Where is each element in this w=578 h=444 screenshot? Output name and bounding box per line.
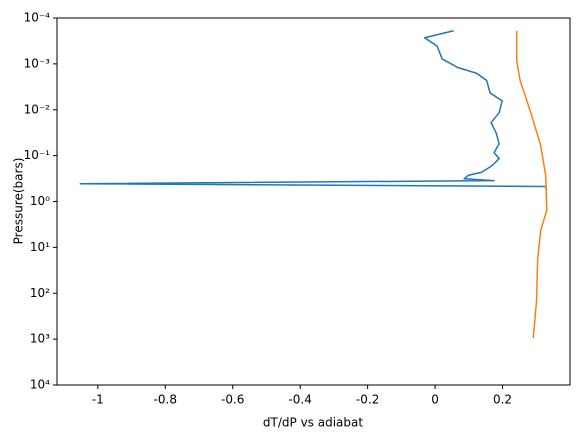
y-tick-label: 10⁻³	[24, 56, 51, 70]
x-tick-label: 0.2	[493, 393, 512, 407]
x-tick-label: -0.8	[154, 393, 177, 407]
y-tick-label: 10⁴	[30, 378, 50, 392]
x-axis-label: dT/dP vs adiabat	[263, 416, 363, 430]
y-tick-label: 10²	[30, 286, 50, 300]
series-line	[515, 30, 548, 339]
y-tick-label: 10⁻¹	[24, 148, 51, 162]
y-tick-label: 10⁻²	[24, 102, 51, 116]
plot-frame	[56, 17, 571, 386]
y-tick-label: 10³	[30, 332, 50, 346]
x-tick-label: -0.2	[356, 393, 379, 407]
x-tick-label: -1	[92, 393, 104, 407]
x-tick-label: -0.6	[221, 393, 244, 407]
x-tick-label: 0	[431, 393, 439, 407]
y-tick-label: 10⁻⁴	[24, 11, 51, 25]
y-tick-label: 10⁰	[30, 194, 50, 208]
x-tick-label: -0.4	[288, 393, 311, 407]
y-axis-label: Pressure(bars)	[12, 158, 26, 245]
series-line	[79, 30, 548, 191]
y-tick-label: 10¹	[30, 240, 50, 254]
